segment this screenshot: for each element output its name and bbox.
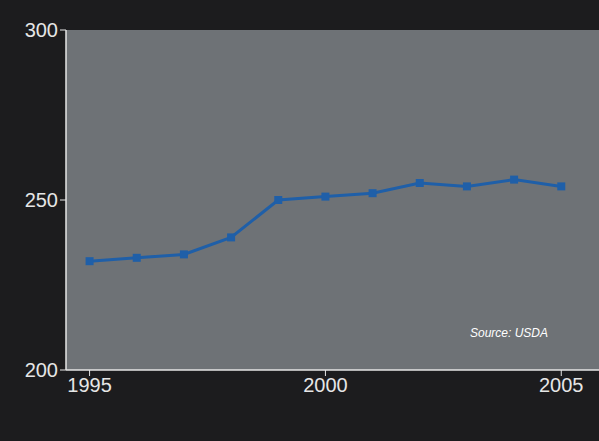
svg-text:2000: 2000: [303, 374, 348, 396]
svg-text:2005: 2005: [539, 374, 584, 396]
svg-text:200: 200: [25, 359, 58, 381]
svg-text:300: 300: [25, 19, 58, 41]
html-text:Source: USDA: Source: USDA: [470, 326, 548, 340]
svg-text:250: 250: [25, 189, 58, 211]
svg-text:1995: 1995: [67, 374, 112, 396]
